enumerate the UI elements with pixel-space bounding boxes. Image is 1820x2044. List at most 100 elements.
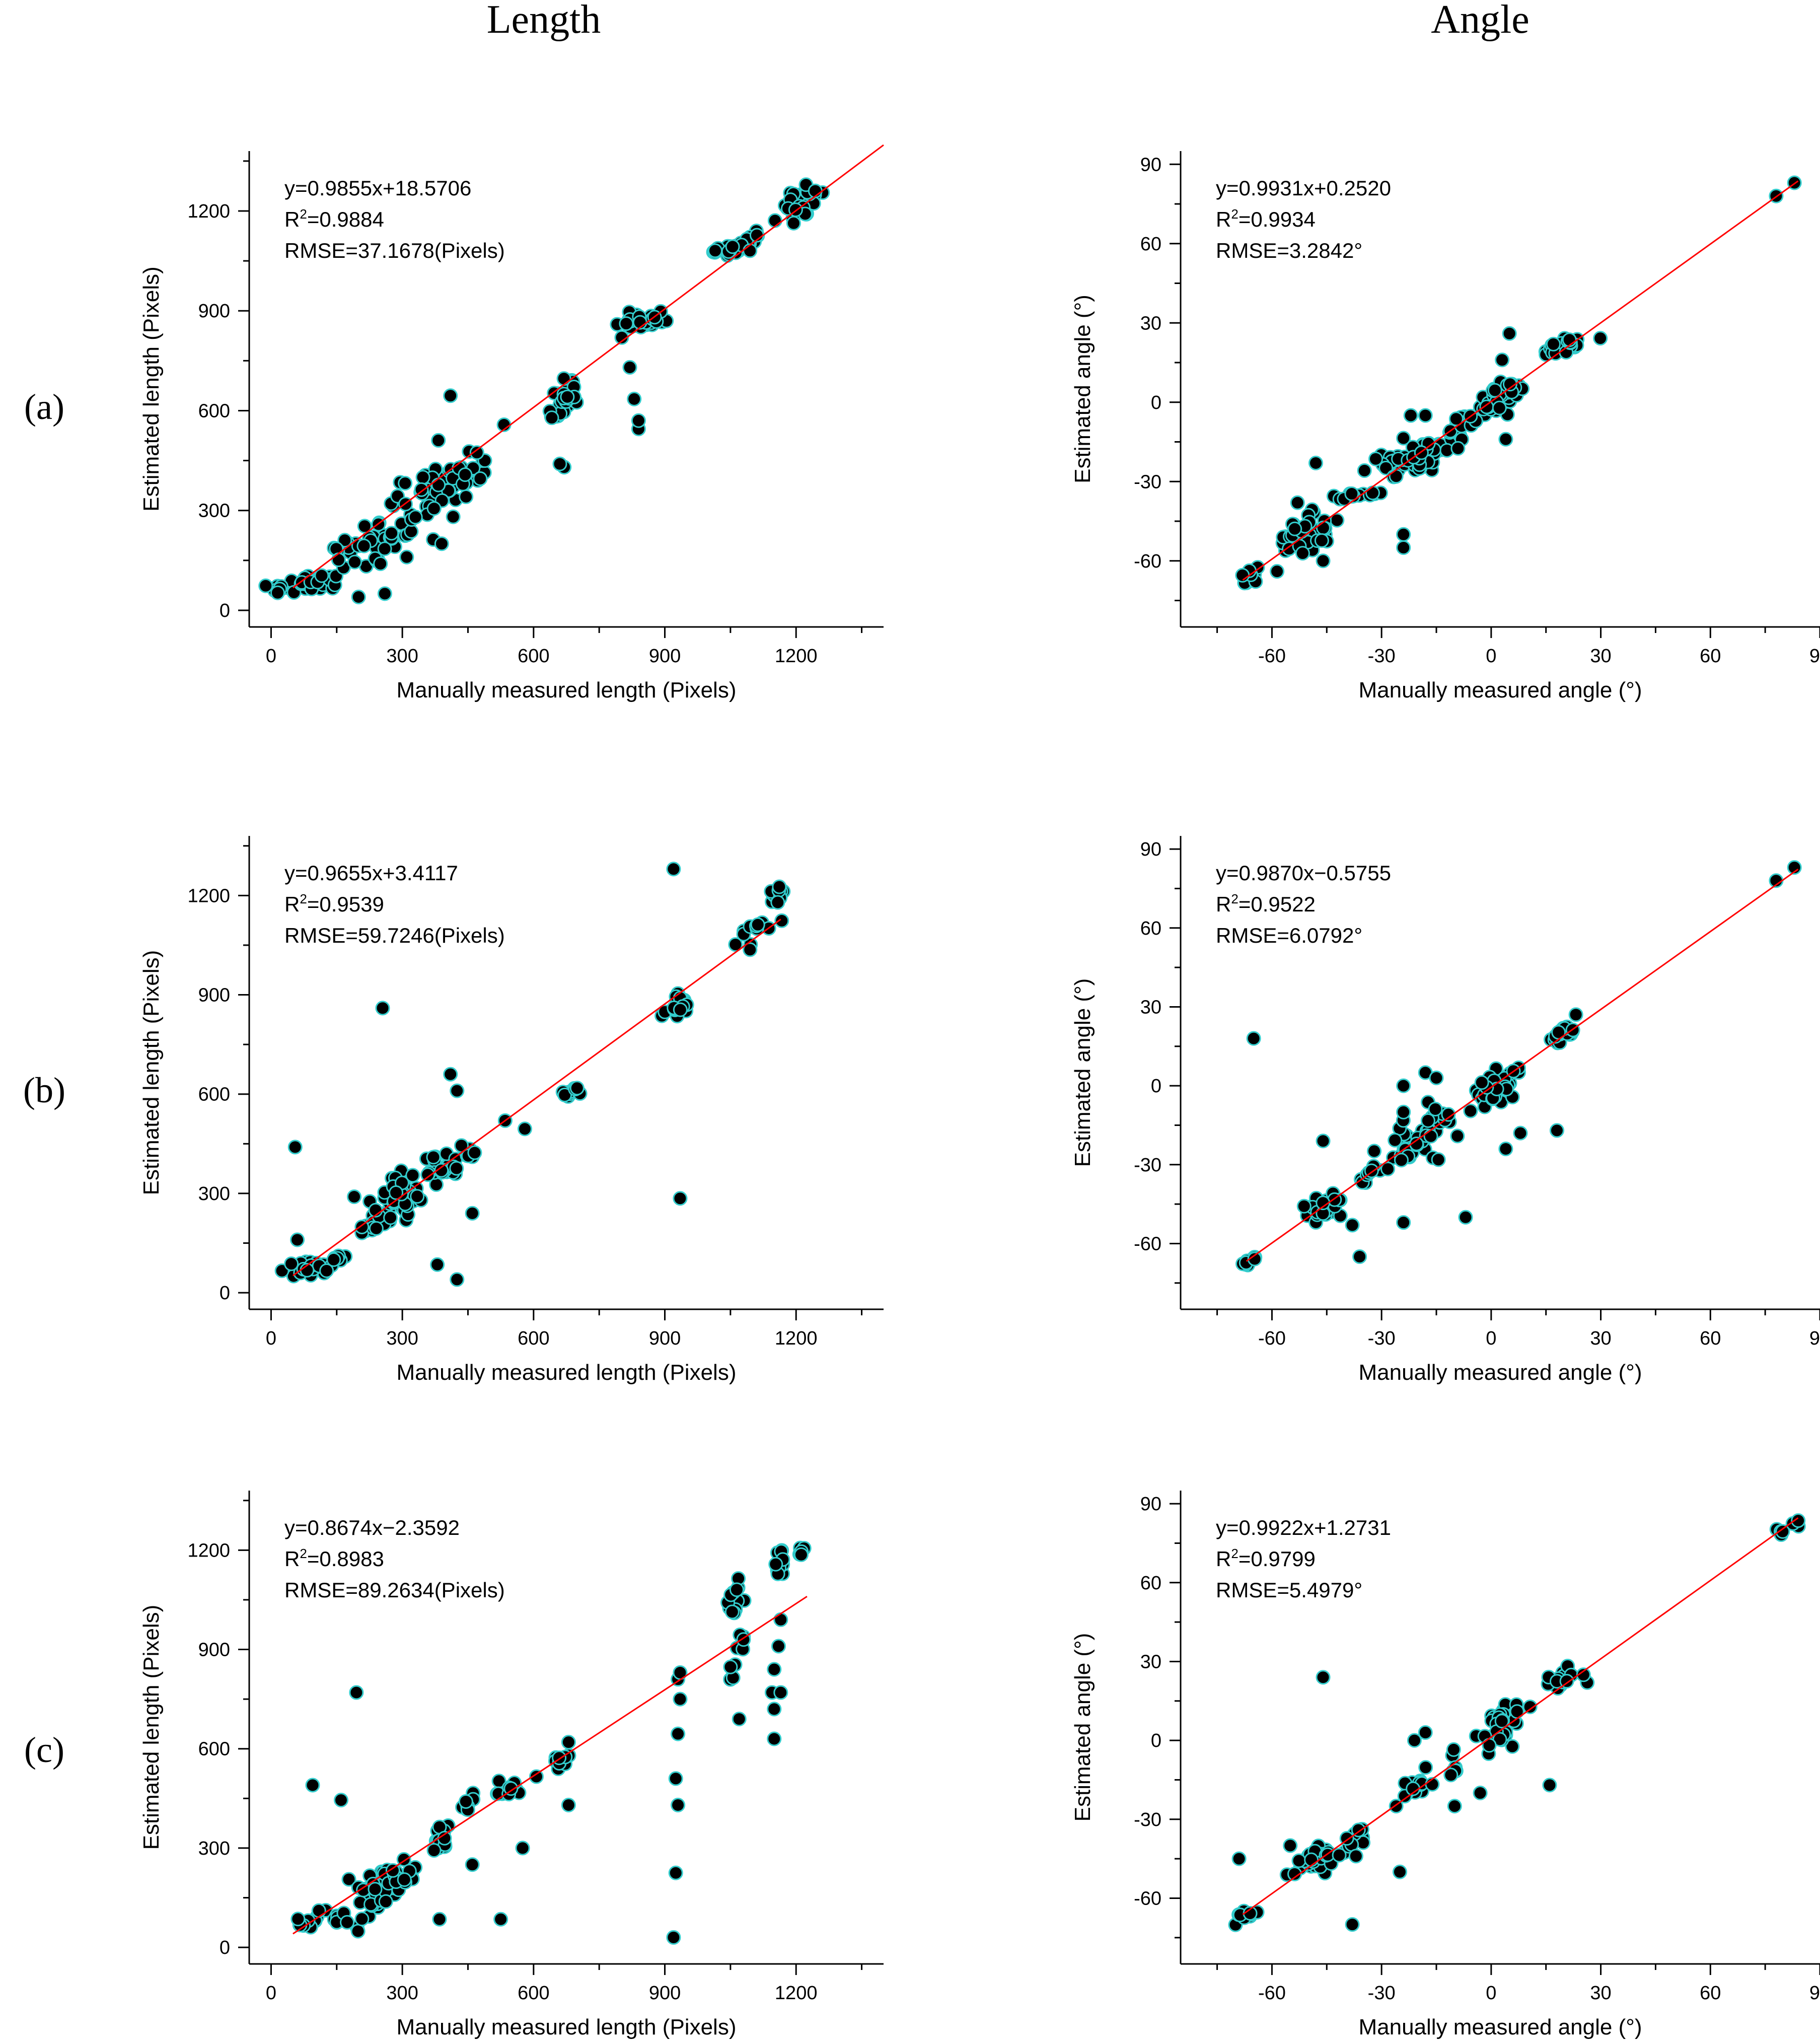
data-point bbox=[377, 586, 392, 601]
regression-line bbox=[293, 919, 781, 1277]
data-point bbox=[1562, 332, 1577, 347]
data-point bbox=[430, 1257, 445, 1272]
rmse-label: RMSE=37.1678(Pixels) bbox=[284, 239, 505, 262]
data-point bbox=[389, 1185, 404, 1200]
data-point bbox=[1365, 485, 1380, 501]
data-point bbox=[793, 1547, 809, 1562]
data-point bbox=[398, 476, 413, 491]
r-squared-label: R2=0.9799 bbox=[1216, 1546, 1316, 1571]
data-point bbox=[356, 538, 372, 553]
y-tick-label: 30 bbox=[1140, 1651, 1161, 1672]
data-point bbox=[1791, 1513, 1806, 1528]
data-point bbox=[627, 391, 642, 406]
data-point bbox=[732, 1712, 747, 1727]
data-point bbox=[1396, 527, 1411, 542]
x-tick-label: 1200 bbox=[775, 1328, 818, 1349]
column-title-length: Length bbox=[487, 0, 601, 42]
scatter-points bbox=[258, 177, 830, 605]
y-tick-label: 0 bbox=[220, 1283, 230, 1304]
x-tick-label: 0 bbox=[266, 1328, 276, 1349]
regression-line bbox=[1242, 180, 1799, 581]
data-point bbox=[426, 501, 442, 516]
x-tick-label: 900 bbox=[649, 646, 681, 667]
data-point bbox=[561, 1797, 576, 1812]
data-point bbox=[331, 552, 346, 568]
y-tick-label: 1200 bbox=[187, 201, 230, 222]
data-point bbox=[1287, 1866, 1302, 1881]
r-squared-label: R2=0.9522 bbox=[1216, 891, 1316, 916]
x-tick-label: 600 bbox=[518, 1328, 549, 1349]
x-tick-label: 1200 bbox=[775, 1983, 818, 2004]
data-point bbox=[383, 1210, 398, 1225]
data-point bbox=[1787, 860, 1802, 875]
data-point bbox=[1498, 432, 1513, 447]
data-point bbox=[1593, 331, 1608, 346]
data-point bbox=[426, 1150, 441, 1165]
data-point bbox=[729, 1582, 744, 1597]
data-point bbox=[1357, 463, 1372, 478]
y-axis-label: Estimated length (Pixels) bbox=[139, 1605, 164, 1850]
data-point bbox=[469, 445, 484, 460]
data-point bbox=[1513, 1125, 1528, 1141]
data-point bbox=[1431, 1152, 1446, 1167]
data-point bbox=[767, 213, 782, 228]
data-point bbox=[560, 389, 575, 404]
data-point bbox=[1291, 1853, 1306, 1868]
data-point bbox=[619, 316, 634, 331]
data-point bbox=[326, 1252, 341, 1267]
y-axis-label: Estimated angle (°) bbox=[1070, 978, 1095, 1167]
x-tick-label: 0 bbox=[266, 646, 276, 667]
data-point bbox=[1495, 353, 1510, 368]
data-point bbox=[385, 1863, 400, 1878]
data-point bbox=[707, 243, 722, 258]
equation-label: y=0.9931x+0.2520 bbox=[1216, 176, 1391, 200]
data-point bbox=[666, 1930, 681, 1945]
data-point bbox=[443, 1067, 458, 1082]
data-point bbox=[1494, 1714, 1509, 1729]
data-point bbox=[337, 533, 352, 548]
data-point bbox=[465, 1206, 480, 1221]
data-point bbox=[561, 1735, 576, 1750]
y-tick-label: 1200 bbox=[187, 885, 230, 906]
data-point bbox=[503, 1781, 519, 1796]
x-tick-label: 0 bbox=[1486, 1983, 1496, 2004]
y-tick-label: 30 bbox=[1140, 997, 1161, 1018]
data-point bbox=[426, 1843, 442, 1858]
rmse-label: RMSE=89.2634(Pixels) bbox=[284, 1578, 505, 1602]
data-point bbox=[786, 216, 801, 231]
data-point bbox=[287, 1140, 303, 1155]
y-tick-label: 30 bbox=[1140, 313, 1161, 334]
scatter-points bbox=[274, 862, 791, 1287]
data-point bbox=[1409, 1137, 1424, 1152]
x-tick-label: 900 bbox=[649, 1983, 681, 2004]
data-point bbox=[750, 917, 765, 932]
x-axis-label: Manually measured angle (°) bbox=[1359, 2015, 1642, 2039]
data-point bbox=[1420, 1113, 1435, 1128]
data-point bbox=[450, 1083, 465, 1098]
equation-label: y=0.8674x−2.3592 bbox=[284, 1516, 460, 1539]
data-point bbox=[774, 913, 789, 928]
data-point bbox=[767, 1731, 782, 1746]
y-tick-label: 0 bbox=[1151, 392, 1161, 413]
data-point bbox=[347, 1189, 362, 1205]
x-tick-label: 1200 bbox=[775, 646, 818, 667]
data-point bbox=[270, 585, 285, 600]
data-point bbox=[1308, 456, 1324, 470]
data-point bbox=[459, 489, 474, 504]
chart-b-length: 0 300 600 900 1200 0 300 600 900 1200 Manually mea… bbox=[139, 836, 884, 1385]
chart-b-angle: -60 -30 0 30 60 90 -60 -30 0 30 60 90 Manually measu… bbox=[1070, 836, 1820, 1385]
data-point bbox=[405, 1168, 420, 1183]
x-tick-label: -30 bbox=[1368, 1328, 1396, 1349]
data-point bbox=[723, 1659, 738, 1674]
data-point bbox=[351, 590, 366, 605]
data-point bbox=[1448, 411, 1464, 427]
data-point bbox=[414, 482, 429, 497]
data-point bbox=[1380, 1161, 1396, 1176]
y-tick-label: 900 bbox=[198, 1640, 230, 1661]
y-tick-label: 300 bbox=[198, 1838, 230, 1859]
r-squared-label: R2=0.9934 bbox=[1216, 206, 1316, 231]
y-tick-label: -60 bbox=[1134, 551, 1161, 572]
data-point bbox=[1389, 469, 1404, 484]
y-tick-label: 600 bbox=[198, 1739, 230, 1760]
